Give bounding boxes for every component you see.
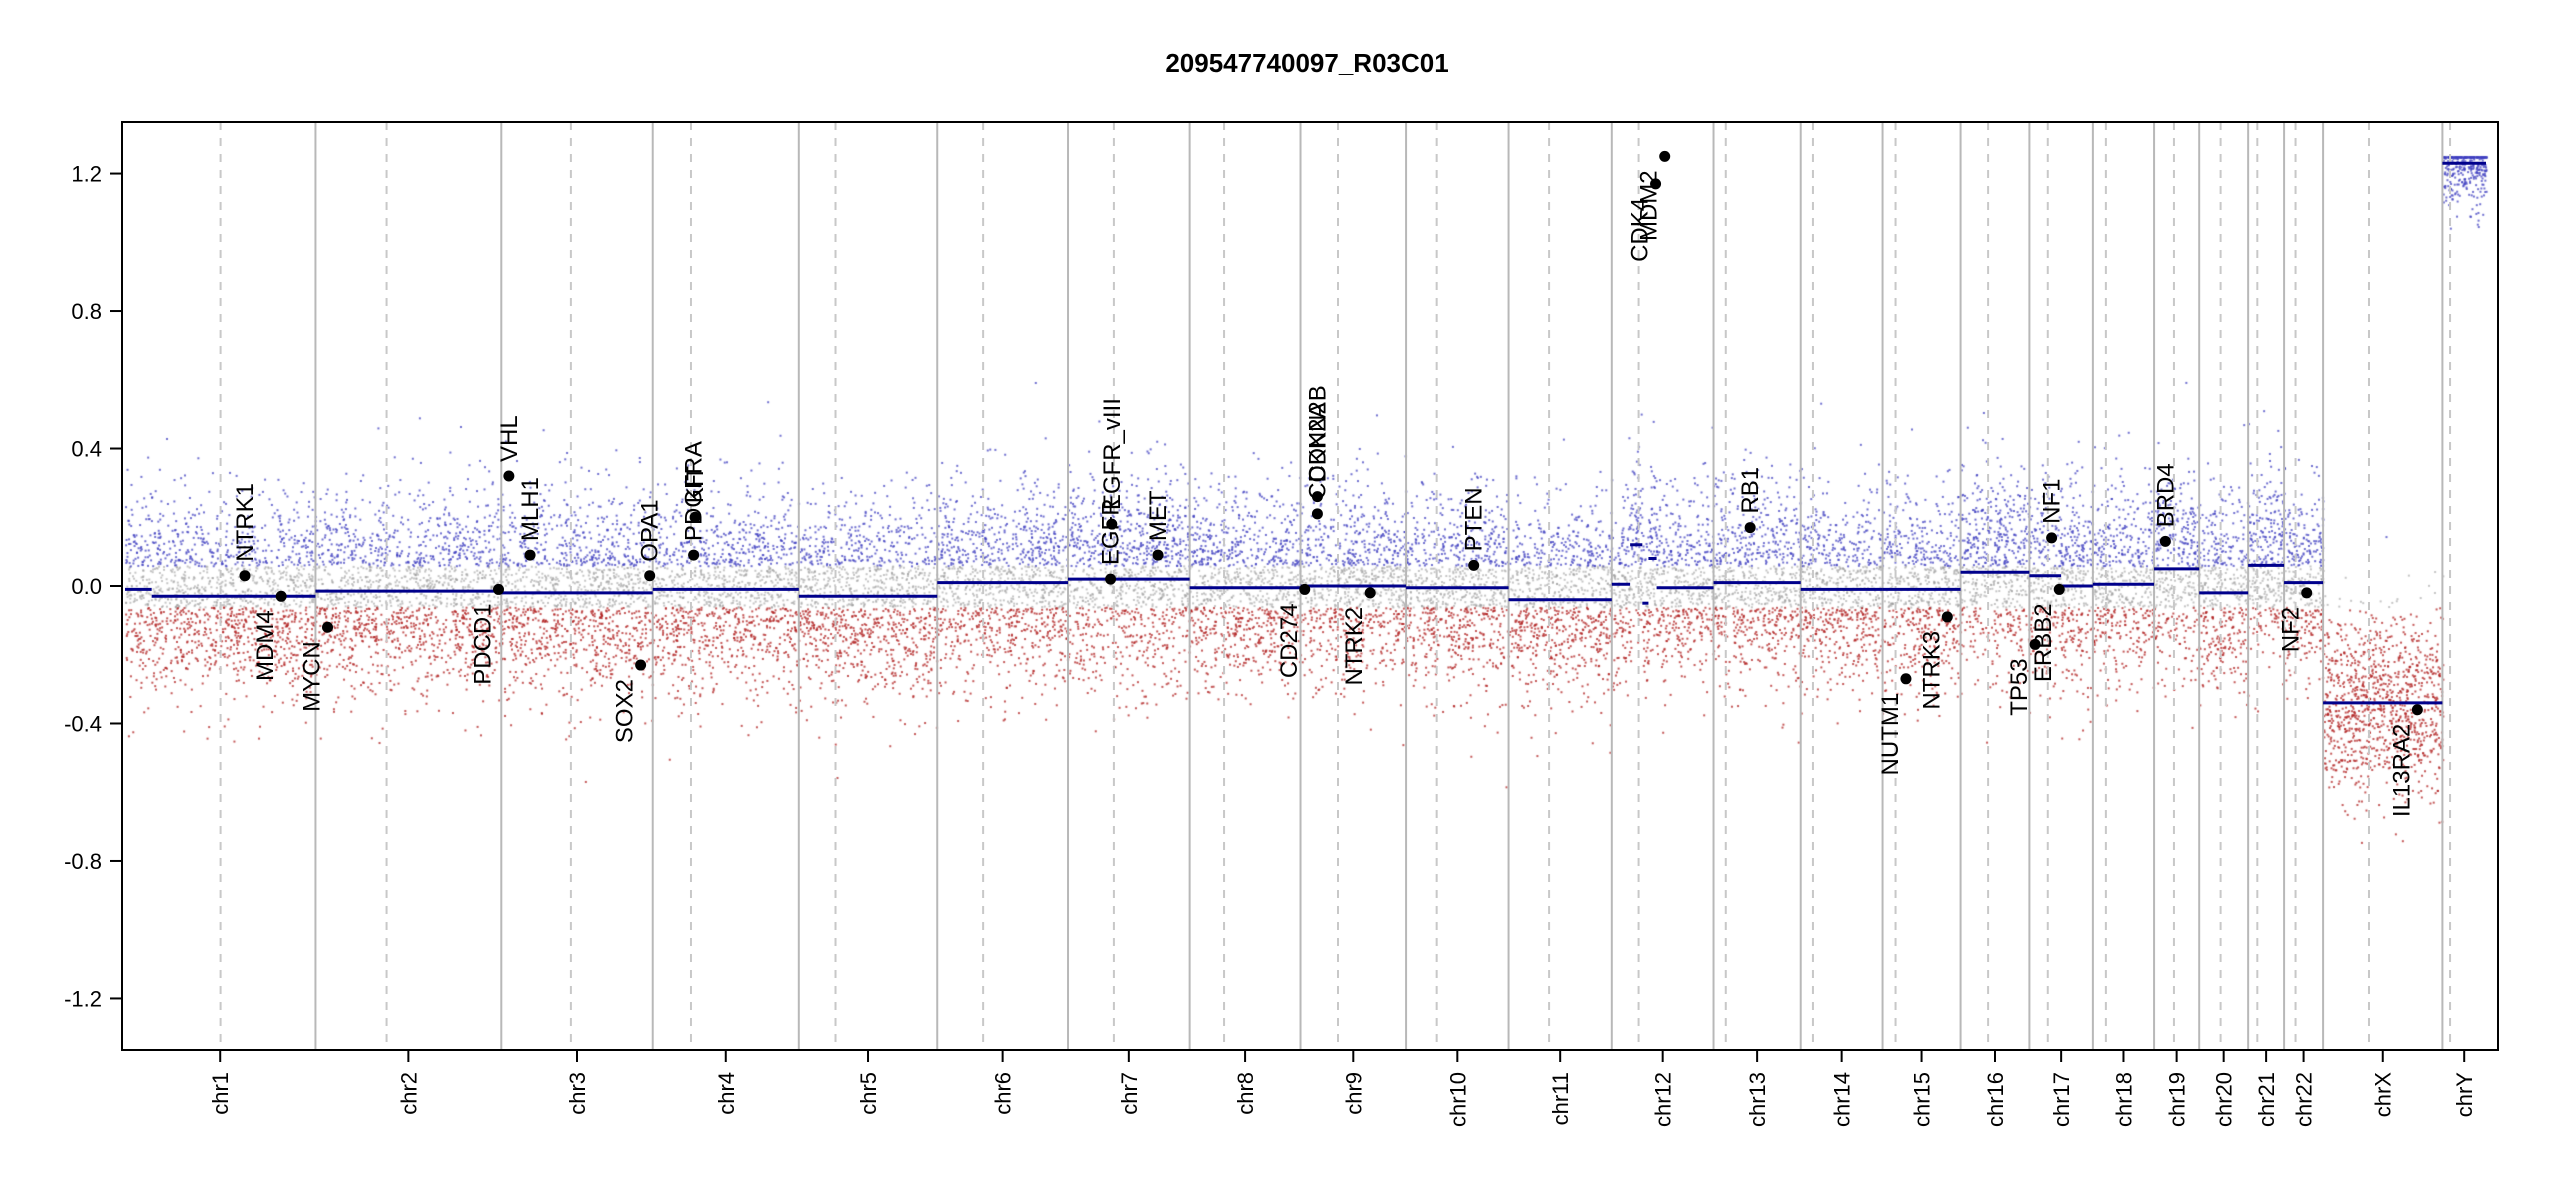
gene-label-cd274: CD274 (1276, 603, 1303, 678)
gene-label-mycn: MYCN (299, 641, 326, 712)
gene-marker-ntrk2 (1364, 587, 1376, 599)
gene-marker-cdkn2b (1311, 491, 1323, 503)
gene-label-opa1: OPA1 (637, 499, 664, 561)
gene-marker-egfr_viii (1106, 518, 1118, 530)
gene-label-cdk4: CDK4 (1627, 198, 1654, 262)
x-tick-label-chr16: chr16 (1983, 1072, 2008, 1127)
gene-marker-cd274 (1299, 583, 1311, 595)
gene-label-pdgfra: PDGFRA (681, 441, 708, 541)
gene-label-brd4: BRD4 (2152, 463, 2179, 527)
x-tick-label-chr2: chr2 (396, 1072, 421, 1115)
gene-label-kit: KIT (682, 466, 709, 504)
chromosome-divider-lines (219, 122, 2452, 1050)
x-tick-label-chr18: chr18 (2111, 1072, 2136, 1127)
gene-marker-tp53 (2029, 638, 2041, 650)
gene-marker-brd4 (2159, 535, 2171, 547)
x-tick-label-chr22: chr22 (2292, 1072, 2317, 1127)
gene-label-egfr_viii: EGFR_vIII (1099, 398, 1126, 510)
gene-marker-nf2 (2301, 587, 2313, 599)
gene-label-mdm2: MDM2 (1636, 170, 1663, 241)
y-tick-label: 1.2 (71, 162, 102, 187)
x-tick-label-chr4: chr4 (714, 1072, 739, 1115)
x-tick-label-chr21: chr21 (2254, 1072, 2279, 1127)
y-tick-label: -1.2 (64, 986, 102, 1011)
gene-marker-met (1152, 549, 1164, 561)
gene-label-nf1: NF1 (2039, 479, 2066, 524)
gene-marker-nutm1 (1900, 673, 1912, 685)
y-tick-label: -0.4 (64, 711, 102, 736)
y-tick-label: 0.0 (71, 574, 102, 599)
gene-marker-mlh1 (524, 549, 536, 561)
gene-markers: NTRK1 MDM4 MYCN VHL PDCD1 MLH1 SOX2 OPA1 PDGFRAK… (232, 150, 2423, 817)
gene-label-vhl: VHL (496, 415, 523, 462)
gene-label-mdm4: MDM4 (252, 610, 279, 681)
gene-marker-erbb2 (2053, 583, 2065, 595)
x-tick-label-chr10: chr10 (1445, 1072, 1470, 1127)
y-tick-label: -0.8 (64, 849, 102, 874)
gene-label-tp53: TP53 (2006, 658, 2033, 715)
x-tick-label-chr1: chr1 (208, 1072, 233, 1115)
x-tick-label-chr19: chr19 (2165, 1072, 2190, 1127)
x-tick-label-chr5: chr5 (856, 1072, 881, 1115)
gene-label-egfr: EGFR (1098, 498, 1125, 565)
gene-label-sox2: SOX2 (612, 679, 639, 743)
gene-marker-pdcd1 (493, 583, 505, 595)
gene-marker-ntrk1 (239, 570, 251, 582)
gene-label-cdkn2b: CDKN2B (1304, 385, 1331, 482)
x-tick-label-chr8: chr8 (1233, 1072, 1258, 1115)
gene-marker-mycn (322, 621, 334, 633)
gene-label-nutm1: NUTM1 (1877, 693, 1904, 776)
x-tick-label-chrY: chrY (2452, 1072, 2477, 1118)
gene-marker-mdm4 (275, 590, 287, 602)
x-tick-label-chr9: chr9 (1341, 1072, 1366, 1115)
x-axis: chr1 chr2 chr3 chr4 chr5 chr6 chr7 chr8 chr9 chr1… (208, 1050, 2477, 1127)
gene-label-ntrk2: NTRK2 (1341, 607, 1368, 686)
gene-label-erbb2: ERBB2 (2030, 603, 2057, 682)
segment-lines (125, 161, 2486, 705)
x-tick-label-chr12: chr12 (1651, 1072, 1676, 1127)
gene-marker-il13ra2 (2411, 704, 2423, 716)
x-tick-label-chr17: chr17 (2049, 1072, 2074, 1127)
gene-marker-pdgfra (688, 549, 700, 561)
gene-marker-vhl (503, 470, 515, 482)
x-tick-label-chr6: chr6 (991, 1072, 1016, 1115)
gene-label-ntrk3: NTRK3 (1918, 631, 1945, 710)
gene-marker-opa1 (644, 570, 656, 582)
y-tick-label: 0.8 (71, 299, 102, 324)
gene-label-met: MET (1145, 490, 1172, 541)
gene-marker-mdm2 (1659, 150, 1671, 162)
gene-marker-cdk4 (1650, 178, 1662, 190)
gene-marker-ntrk3 (1941, 611, 1953, 623)
gene-marker-egfr (1105, 573, 1117, 585)
x-tick-label-chr11: chr11 (1548, 1072, 1573, 1125)
gene-marker-kit (689, 511, 701, 523)
gene-label-nf2: NF2 (2278, 607, 2305, 652)
gene-marker-pten (1468, 559, 1480, 571)
gene-label-cdkn2a: CDKN2A (1304, 402, 1331, 499)
gene-label-il13ra2: IL13RA2 (2388, 724, 2415, 817)
x-tick-label-chr3: chr3 (565, 1072, 590, 1115)
x-tick-label-chr13: chr13 (1745, 1072, 1770, 1127)
gene-marker-sox2 (635, 659, 647, 671)
gene-label-ntrk1: NTRK1 (232, 483, 259, 562)
x-tick-label-chr7: chr7 (1117, 1072, 1142, 1115)
chart-title: 209547740097_R03C01 (1165, 48, 1448, 78)
gene-label-pdcd1: PDCD1 (470, 603, 497, 684)
x-tick-label-chr20: chr20 (2212, 1072, 2237, 1127)
x-tick-label-chrX: chrX (2371, 1072, 2396, 1118)
y-tick-label: 0.4 (71, 437, 102, 462)
x-tick-label-chr15: chr15 (1910, 1072, 1935, 1127)
x-tick-label-chr14: chr14 (1830, 1072, 1855, 1127)
gene-marker-rb1 (1744, 522, 1756, 534)
gene-label-pten: PTEN (1461, 487, 1488, 551)
gene-label-mlh1: MLH1 (517, 477, 544, 541)
gene-marker-nf1 (2046, 532, 2058, 544)
y-axis: -1.2 -0.8 -0.4 0.0 0.4 0.8 1.2 (64, 162, 122, 1011)
gene-marker-cdkn2a (1311, 508, 1323, 520)
gene-label-rb1: RB1 (1737, 467, 1764, 514)
